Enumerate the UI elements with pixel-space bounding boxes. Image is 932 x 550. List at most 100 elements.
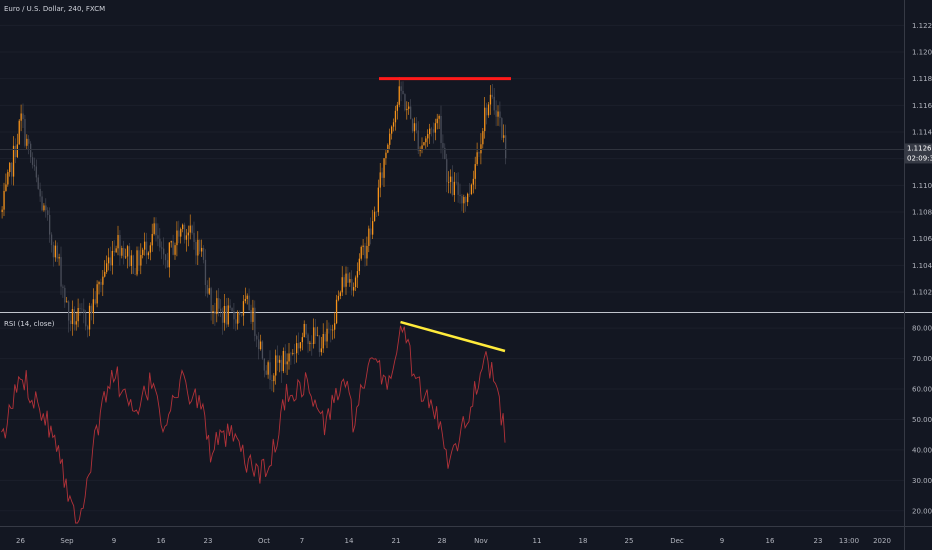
candle-body [324, 334, 326, 342]
price-tick-label: 1.10200 [912, 289, 932, 297]
time-tick-label: 26 [16, 537, 25, 545]
candle-body [119, 235, 121, 256]
candle-body [282, 351, 284, 372]
last-price-badge-bg [905, 143, 932, 164]
candle-body [109, 257, 112, 266]
candle-body [417, 130, 419, 151]
candle-body [487, 104, 490, 116]
candle-body [185, 235, 188, 240]
candle-body [467, 193, 469, 203]
candle-body [58, 257, 60, 259]
candle-body [256, 335, 258, 340]
candle-body [489, 94, 492, 105]
candle-body [7, 172, 9, 185]
candle-body [398, 86, 400, 105]
candle-body [68, 301, 70, 321]
price-tick-label: 1.11600 [912, 102, 932, 110]
candle-body [45, 205, 47, 211]
candle-body [142, 249, 144, 256]
candle-body [271, 380, 273, 382]
candle-body [49, 214, 51, 235]
candle-body [174, 245, 176, 255]
candle-body [486, 107, 488, 116]
candle-body [480, 144, 482, 154]
candle-body [164, 254, 167, 261]
candle-body [88, 305, 91, 330]
candle-body [415, 123, 417, 131]
candle-body [242, 301, 245, 316]
candle-body [297, 343, 300, 349]
candle-body [470, 184, 473, 195]
time-tick-label: 21 [392, 537, 401, 545]
rsi-axis[interactable]: 80.00 70.00 60.00 50.00 40.00 30.00 20.00 [912, 325, 932, 516]
last-price-badge: 1.11269 02:09:37 [905, 143, 932, 164]
candle-body [22, 113, 24, 120]
candle-body [229, 305, 231, 308]
candle-body [85, 312, 87, 327]
candle-body [351, 279, 353, 291]
candle-body [168, 242, 170, 268]
candle-body [252, 307, 254, 322]
candle-body [144, 241, 146, 250]
candle-body [408, 106, 410, 109]
divergence-trendline[interactable] [400, 320, 506, 353]
candle-body [33, 164, 36, 167]
candle-body [362, 245, 364, 247]
candle-body [495, 110, 497, 117]
candle-body [332, 329, 334, 331]
candle-body [370, 228, 372, 235]
time-axis[interactable]: 26 Sep 9 16 23 Oct 7 14 21 28 Nov 11 18 25 Dec 9 16 23 13:… [16, 537, 891, 545]
candle-body [339, 292, 341, 296]
candle-body [476, 152, 478, 165]
candle-body [183, 224, 186, 240]
candle-body [368, 228, 370, 246]
candle-body [349, 279, 351, 283]
candle-body [223, 305, 226, 323]
candle-body [221, 310, 224, 323]
candle-body [220, 308, 222, 311]
candle-body [87, 326, 89, 330]
candle-body [375, 211, 378, 213]
candle-body [373, 211, 376, 222]
candle-body [465, 197, 467, 203]
candle-body [505, 135, 507, 159]
candle-body [157, 235, 159, 239]
candle-body [134, 273, 136, 275]
candle-body [246, 295, 248, 299]
candle-body [391, 126, 393, 134]
candle-body [136, 250, 138, 275]
candle-body [309, 342, 311, 344]
candle-body [225, 305, 227, 325]
candle-body [193, 232, 195, 242]
candle-body [189, 225, 191, 233]
candle-body [305, 323, 307, 335]
candle-body [322, 334, 324, 349]
candle-body [430, 128, 433, 130]
candle-body [385, 152, 387, 159]
candle-body [35, 166, 37, 178]
candle-body [284, 351, 286, 365]
candle-body [31, 157, 34, 165]
candle-body [62, 286, 64, 288]
rsi-annotations[interactable] [400, 320, 506, 353]
time-tick-label: 28 [438, 537, 447, 545]
candle-body [503, 135, 505, 138]
candle-body [425, 138, 427, 143]
candle-body [381, 172, 383, 178]
time-tick-label: 9 [112, 537, 116, 545]
candle-body [286, 361, 288, 365]
candle-body [123, 248, 125, 258]
candle-body [227, 305, 229, 325]
rsi-tick-label: 50.00 [912, 416, 932, 424]
candle-body [411, 118, 414, 132]
candle-body [404, 94, 406, 111]
candle-body [468, 193, 471, 195]
candle-body [337, 295, 340, 300]
candle-body [244, 298, 246, 302]
candle-body [3, 190, 5, 210]
candle-body [459, 194, 461, 197]
candle-body [199, 239, 201, 252]
price-tick-label: 1.10600 [912, 235, 932, 243]
rsi-tick-label: 20.00 [912, 507, 932, 515]
